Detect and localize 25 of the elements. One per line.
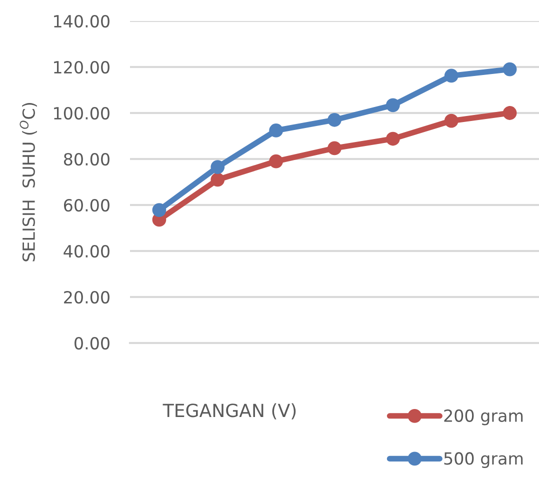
x-axis-title: TEGANGAN (V) <box>162 403 296 420</box>
y-tick-label: 80.00 <box>64 152 110 166</box>
legend-label: 500 gram <box>444 452 523 468</box>
y-tick-label: 100.00 <box>54 106 110 120</box>
y-axis-title: SELISIH SUHU ($^{O}$C) <box>20 103 37 262</box>
point <box>502 62 517 76</box>
point <box>328 141 342 156</box>
y-tick-label: 20.00 <box>64 290 110 304</box>
point <box>502 106 517 120</box>
point <box>210 172 225 187</box>
y-tick-label: 0.00 <box>74 336 110 350</box>
point <box>386 132 400 146</box>
legend-label: 200 gram <box>444 409 523 426</box>
point <box>328 112 342 127</box>
point <box>269 124 284 138</box>
point <box>152 203 166 218</box>
point <box>386 98 400 112</box>
y-tick-label: 60.00 <box>64 198 110 212</box>
y-tick-label: 40.00 <box>64 244 110 258</box>
point <box>210 160 225 174</box>
y-tick-label: 140.00 <box>54 14 110 28</box>
y-tick-label: 120.00 <box>54 60 110 74</box>
point <box>444 114 458 128</box>
point <box>269 154 284 168</box>
point <box>444 68 458 83</box>
